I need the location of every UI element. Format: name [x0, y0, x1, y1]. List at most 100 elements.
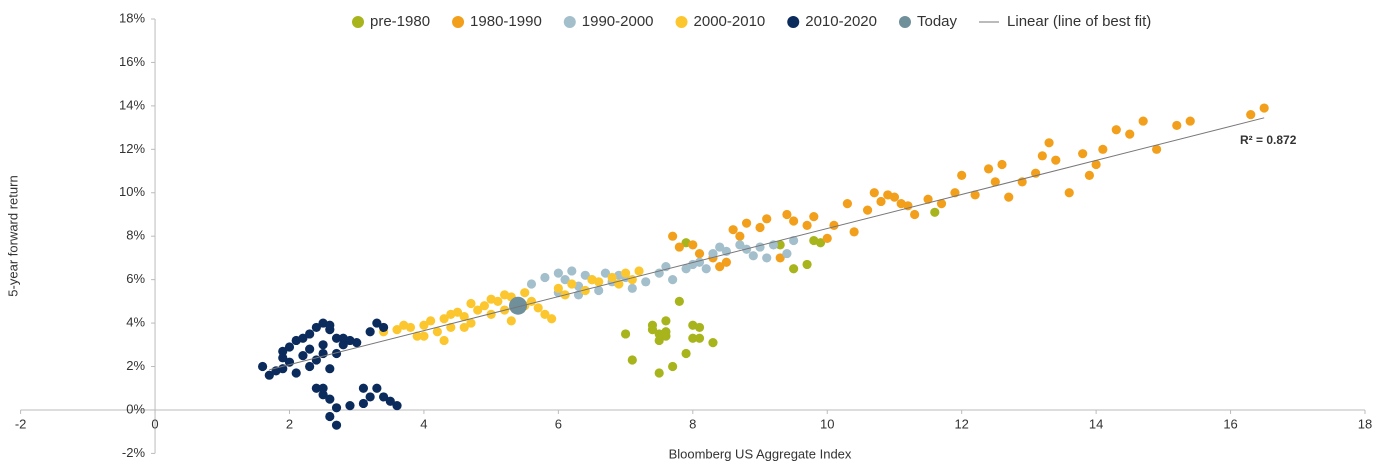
x-tick-label: 10: [820, 416, 834, 431]
x-tick-label: 8: [689, 416, 696, 431]
point: [694, 333, 705, 343]
point: [661, 316, 671, 326]
point: [829, 220, 839, 230]
point: [392, 324, 402, 335]
point: [352, 338, 362, 348]
point: [305, 344, 315, 354]
point: [1051, 155, 1061, 165]
point: [802, 259, 812, 270]
y-tick-label: 0%: [126, 401, 145, 416]
point: [668, 361, 678, 372]
point: [331, 333, 342, 343]
legend-label: 1980-1990: [470, 13, 542, 30]
point: [1004, 192, 1014, 202]
point: [358, 398, 369, 409]
point: [378, 392, 389, 402]
point: [305, 361, 315, 372]
legend-label: Linear (line of best fit): [1007, 13, 1151, 30]
point: [479, 301, 490, 311]
point: [358, 383, 369, 393]
point: [459, 311, 469, 322]
point: [547, 314, 557, 324]
point: [748, 251, 758, 261]
point: [990, 177, 1000, 187]
point: [594, 277, 604, 287]
y-tick-label: 8%: [126, 228, 145, 243]
point: [540, 309, 550, 319]
point: [620, 268, 631, 278]
point: [419, 331, 429, 341]
point: [1091, 159, 1101, 170]
point: [432, 327, 442, 337]
x-tick-label: 2: [286, 416, 293, 431]
point: [910, 209, 920, 220]
x-tick-label: 12: [954, 416, 968, 431]
point: [392, 401, 402, 411]
point: [1037, 151, 1047, 161]
point: [923, 194, 933, 204]
point: [567, 266, 577, 276]
point: [298, 333, 308, 343]
point: [741, 218, 752, 228]
point: [499, 290, 510, 300]
point: [627, 283, 637, 293]
x-tick-label: 0: [151, 416, 158, 431]
point: [311, 383, 321, 393]
point: [647, 324, 658, 335]
point: [708, 338, 718, 348]
point: [782, 209, 792, 220]
point: [372, 318, 382, 328]
point: [257, 361, 268, 372]
point: [331, 403, 342, 413]
y-tick-label: 16%: [119, 54, 145, 69]
point: [520, 288, 530, 298]
point: [372, 383, 382, 393]
point: [1111, 125, 1121, 135]
point: [580, 270, 590, 280]
point: [365, 392, 375, 402]
point: [318, 383, 328, 393]
point: [466, 298, 476, 309]
point: [426, 316, 436, 326]
point: [688, 240, 698, 250]
point: [594, 285, 604, 296]
point: [1172, 120, 1182, 131]
point: [439, 335, 449, 346]
point: [762, 253, 772, 263]
fit-line: [269, 117, 1265, 371]
x-tick-label: 6: [555, 416, 562, 431]
point: [278, 353, 288, 363]
point: [506, 316, 516, 326]
point: [439, 314, 449, 324]
point: [883, 190, 893, 200]
point: [1084, 170, 1094, 180]
point: [459, 322, 469, 333]
point: [627, 355, 637, 365]
point: [553, 283, 563, 293]
y-tick-label: 12%: [119, 141, 145, 156]
point: [325, 411, 335, 422]
point: [345, 401, 355, 411]
point: [1064, 188, 1074, 198]
point: [789, 235, 799, 246]
point: [331, 420, 342, 430]
point: [1152, 144, 1162, 154]
point: [1259, 103, 1269, 113]
legend-marker: [352, 16, 364, 28]
point: [318, 340, 328, 350]
point: [728, 225, 738, 235]
point: [1125, 129, 1135, 139]
legend-label: 2010-2020: [805, 13, 877, 30]
point: [338, 340, 348, 350]
point: [869, 188, 879, 198]
point: [789, 264, 799, 274]
legend-marker: [452, 16, 465, 28]
point: [399, 320, 409, 330]
y-tick-label: 14%: [119, 97, 145, 112]
point: [755, 222, 765, 233]
point: [553, 268, 563, 278]
point: [526, 279, 537, 289]
x-tick-label: -2: [15, 416, 27, 431]
point: [338, 333, 348, 343]
y-tick-label: 2%: [126, 358, 145, 373]
